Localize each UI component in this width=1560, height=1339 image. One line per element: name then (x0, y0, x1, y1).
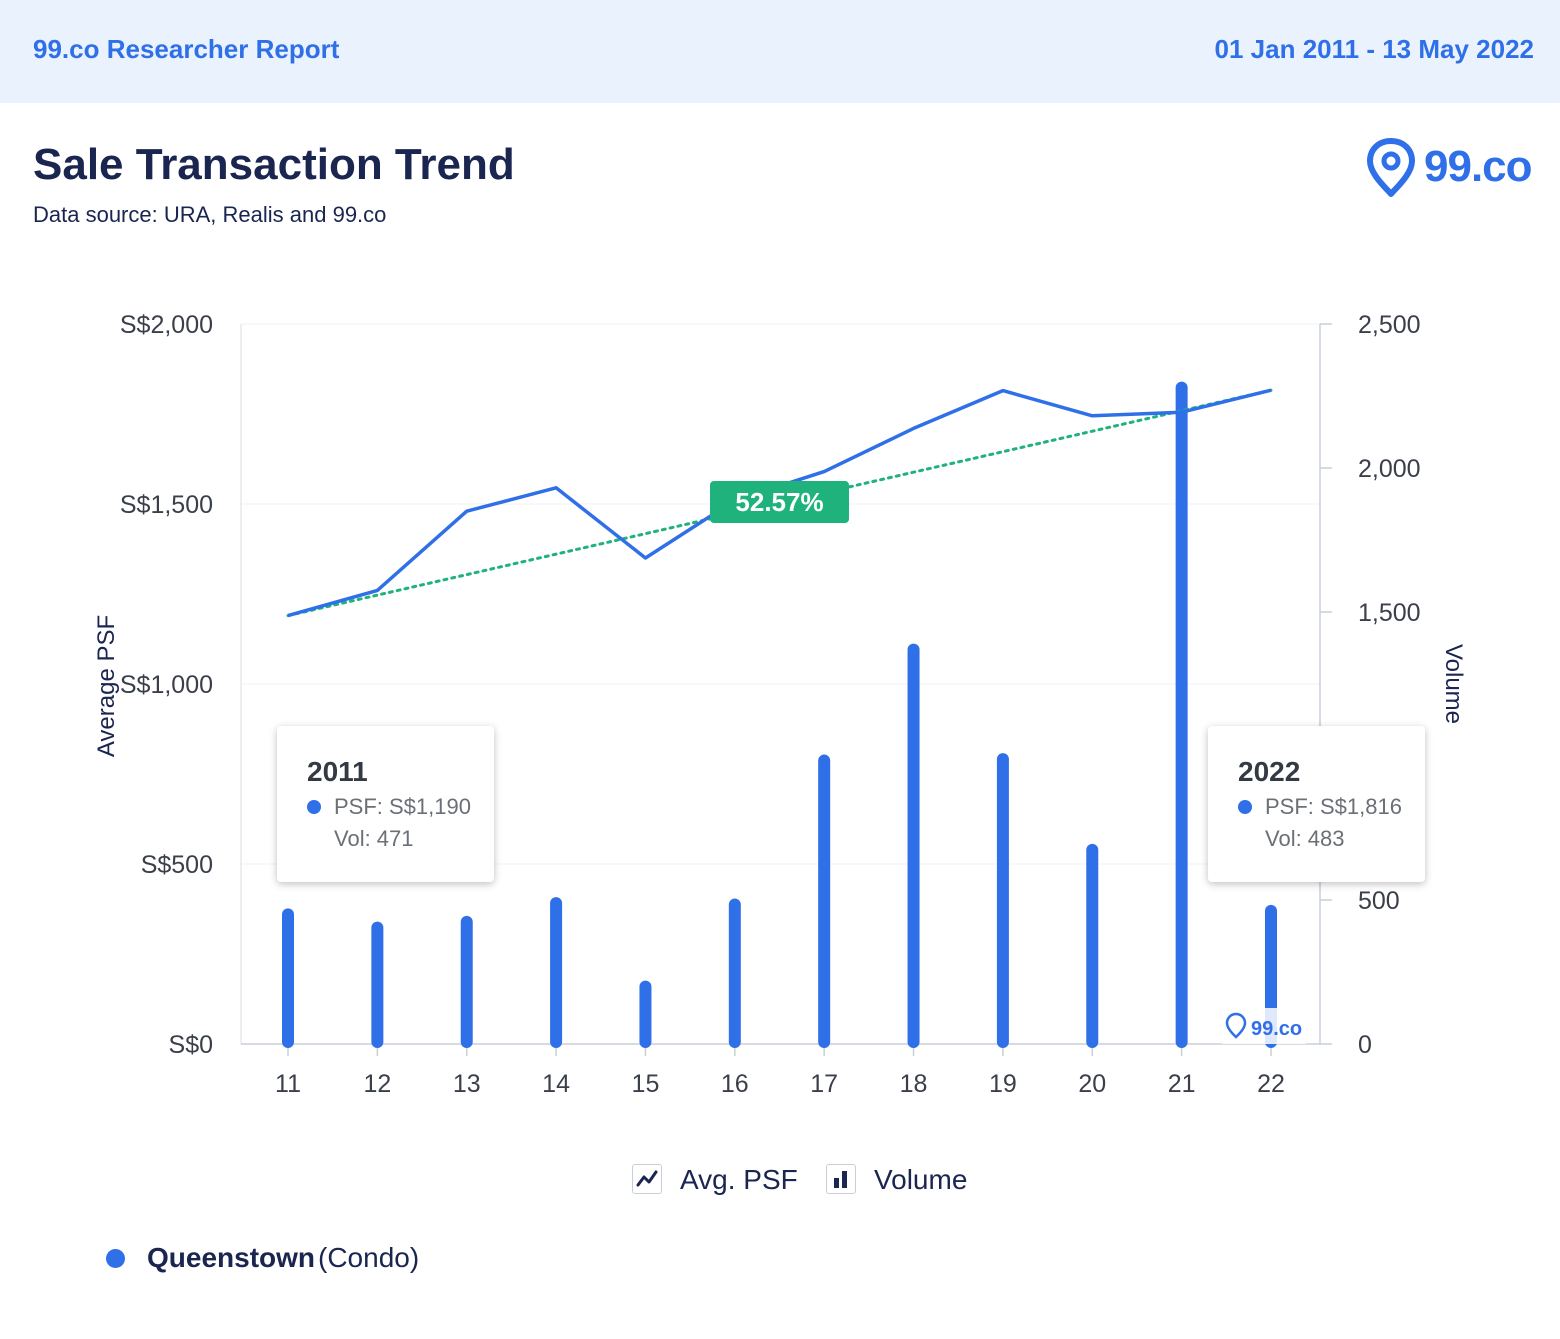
volume-bar (907, 643, 920, 1048)
tooltip-volume: Vol: 471 (334, 826, 414, 851)
x-tick-label: 18 (900, 1070, 928, 1098)
y-right-tick-label: 2,000 (1358, 455, 1421, 483)
legend-label: Volume (874, 1164, 968, 1195)
tooltip-volume: Vol: 483 (1265, 826, 1345, 851)
location-dot-icon (106, 1249, 125, 1268)
location-pin-icon (1367, 138, 1415, 197)
y-right-tick-label: 1,500 (1358, 599, 1421, 627)
chart-title: Sale Transaction Trend (33, 140, 515, 189)
x-tick-label: 16 (721, 1070, 749, 1098)
volume-bar (996, 753, 1009, 1048)
line-chart-icon (632, 1164, 662, 1194)
tooltip-2022: 2022 PSF: S$1,816 Vol: 483 (1208, 726, 1425, 882)
y-left-tick-label: S$1,500 (120, 491, 213, 519)
x-tick-label: 11 (275, 1070, 301, 1098)
chart-subtitle: Data source: URA, Realis and 99.co (33, 202, 387, 227)
y-right-tick-label: 500 (1358, 887, 1400, 915)
x-tick-label: 14 (542, 1070, 570, 1098)
tooltip-2011: 2011 PSF: S$1,190 Vol: 471 (277, 726, 494, 882)
brand-logo: 99.co (1366, 138, 1536, 198)
watermark-pin-icon (1225, 1012, 1247, 1039)
volume-bar (818, 754, 831, 1048)
volume-bar (639, 980, 652, 1048)
location-type: (Condo) (318, 1242, 420, 1273)
volume-bar (1175, 381, 1188, 1049)
report-brand: 99.co Researcher Report (33, 34, 340, 64)
sale-transaction-chart: S$0S$500S$1,000S$1,500S$2,00005001,0001,… (120, 311, 1467, 1098)
volume-bar (550, 897, 563, 1048)
trend-badge (710, 481, 849, 523)
tooltip-year: 2022 (1238, 756, 1301, 787)
tooltip-psf: PSF: S$1,190 (334, 794, 471, 819)
report-header-bar: 99.co Researcher Report 01 Jan 2011 - 13… (0, 0, 1560, 103)
bar-chart-icon (826, 1164, 856, 1194)
x-tick-label: 15 (632, 1070, 660, 1098)
volume-bar (282, 908, 294, 1048)
legend-item-avg-psf[interactable]: Avg. PSF (632, 1160, 802, 1200)
legend-item-volume[interactable]: Volume (826, 1160, 986, 1200)
volume-bar (460, 915, 473, 1048)
y-right-tick-label: 0 (1358, 1031, 1372, 1059)
y-left-tick-label: S$500 (141, 851, 213, 879)
volume-bar (1086, 843, 1099, 1048)
tooltip-psf: PSF: S$1,816 (1265, 794, 1402, 819)
x-tick-label: 22 (1257, 1070, 1285, 1098)
x-tick-label: 19 (989, 1070, 1017, 1098)
y-left-tick-label: S$1,000 (120, 671, 213, 699)
x-tick-label: 20 (1078, 1070, 1106, 1098)
y-left-tick-label: S$0 (169, 1031, 213, 1059)
x-tick-label: 12 (363, 1070, 391, 1098)
series-dot-icon (307, 800, 321, 814)
legend-label: Avg. PSF (680, 1164, 798, 1195)
report-date-range: 01 Jan 2011 - 13 May 2022 (1214, 34, 1534, 64)
y-right-tick-label: 2,500 (1358, 311, 1421, 339)
trend-badge-label: 52.57% (735, 487, 823, 517)
location-name: Queenstown (147, 1242, 316, 1273)
volume-bar (728, 898, 741, 1048)
volume-bar (371, 921, 384, 1048)
y-axis-right-title: Volume (1440, 644, 1467, 724)
series-dot-icon (1238, 800, 1252, 814)
watermark-text: 99.co (1251, 1018, 1302, 1040)
x-tick-label: 17 (810, 1070, 838, 1098)
logo-text: 99.co (1424, 142, 1533, 191)
x-tick-label: 13 (453, 1070, 481, 1098)
y-axis-left-title: Average PSF (93, 614, 121, 758)
tooltip-year: 2011 (307, 756, 368, 787)
x-tick-label: 21 (1168, 1070, 1196, 1098)
y-left-tick-label: S$2,000 (120, 311, 213, 339)
